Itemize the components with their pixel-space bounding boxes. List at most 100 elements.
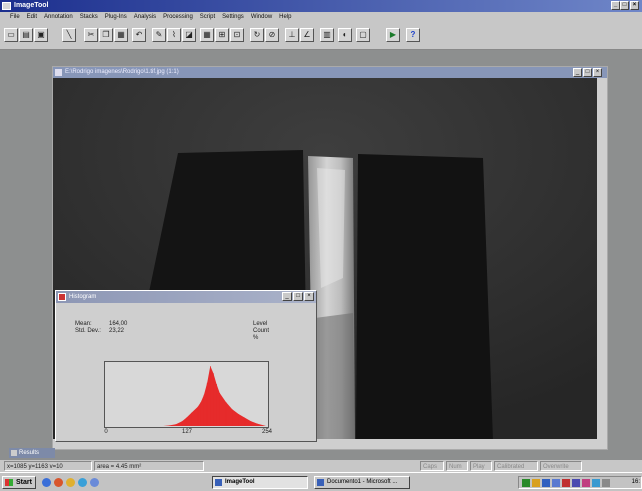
start-label: Start bbox=[16, 479, 32, 486]
menu-settings[interactable]: Settings bbox=[222, 14, 244, 20]
imagetool-app-window: ImageTool _ □ × File Edit Annotation Stacks… bbox=[0, 0, 642, 472]
brush-icon: ⌇ bbox=[172, 30, 176, 39]
rotate-button[interactable]: ↻ bbox=[250, 28, 264, 42]
fill-button[interactable]: ◪ bbox=[182, 28, 196, 42]
taskbar: Start ImageTool Documento1 - Microsoft .… bbox=[0, 472, 642, 491]
status-bar: x=1085 y=1163 v=10 area = 4.45 mm² Caps … bbox=[0, 460, 642, 472]
paste-button[interactable]: ▦ bbox=[114, 28, 128, 42]
image-window-titlebar[interactable]: E:\Rodrigo imagenes\Rodrigo\1.tif.jpg (1… bbox=[53, 67, 607, 78]
measured-area: area = 4.45 mm² bbox=[94, 461, 204, 471]
app-titlebar[interactable]: ImageTool _ □ × bbox=[0, 0, 642, 12]
contrast-button[interactable]: ◐ bbox=[338, 28, 352, 42]
media-icon[interactable] bbox=[54, 478, 63, 487]
calibrate-button[interactable]: ▢ bbox=[356, 28, 370, 42]
menu-stacks[interactable]: Stacks bbox=[79, 14, 98, 20]
crop-icon: ⊡ bbox=[233, 30, 241, 39]
menu-script[interactable]: Script bbox=[199, 14, 216, 20]
play-button[interactable]: ▶ bbox=[386, 28, 400, 42]
menu-processing[interactable]: Processing bbox=[163, 14, 193, 20]
menu-plug-ins[interactable]: Plug-Ins bbox=[104, 14, 127, 20]
grid-button[interactable]: ▦ bbox=[200, 28, 214, 42]
measure-icon: ⊥ bbox=[288, 30, 296, 39]
crop-button[interactable]: ⊡ bbox=[230, 28, 244, 42]
histogram-maximize-button[interactable]: □ bbox=[293, 292, 303, 301]
clock: 16: bbox=[631, 479, 640, 485]
tray-monitor-icon[interactable] bbox=[542, 479, 550, 487]
histogram-close-button[interactable]: × bbox=[304, 292, 314, 301]
contrast-icon: ◐ bbox=[342, 30, 348, 39]
zoom-button[interactable]: ⊞ bbox=[215, 28, 229, 42]
tray-messenger-icon[interactable] bbox=[582, 479, 590, 487]
rotate-icon: ↻ bbox=[253, 30, 261, 39]
cut-button[interactable]: ✂ bbox=[84, 28, 98, 42]
task-imagetool[interactable]: ImageTool bbox=[212, 476, 308, 489]
tray-sync-icon[interactable] bbox=[572, 479, 580, 487]
num-indicator: Num bbox=[446, 461, 468, 471]
x-tick-label-0: 0 bbox=[104, 429, 108, 435]
cut-icon: ✂ bbox=[87, 30, 95, 39]
help-button[interactable]: ? bbox=[406, 28, 420, 42]
system-tray: 16: bbox=[518, 476, 642, 489]
image-close-button[interactable]: × bbox=[593, 68, 602, 77]
histogram-minimize-button[interactable]: _ bbox=[282, 292, 292, 301]
image-vertical-scrollbar[interactable] bbox=[597, 78, 607, 441]
task-word-label: Documento1 - Microsoft ... bbox=[327, 479, 398, 485]
undo-button[interactable]: ↶ bbox=[132, 28, 146, 42]
menu-annotation[interactable]: Annotation bbox=[44, 14, 73, 20]
tray-volume-icon[interactable] bbox=[592, 479, 600, 487]
image-horizontal-scrollbar[interactable] bbox=[53, 439, 607, 449]
histogram-window[interactable]: Histogram _ □ × Mean: 164,00 Std. Dev.: … bbox=[55, 290, 317, 442]
open-button[interactable]: ▭ bbox=[4, 28, 18, 42]
tray-safely-remove-icon[interactable] bbox=[602, 479, 610, 487]
histogram-titlebar[interactable]: Histogram _ □ × bbox=[56, 291, 316, 303]
histogram-chart bbox=[107, 366, 266, 426]
copy-icon: ❐ bbox=[102, 30, 110, 39]
save-button[interactable]: ▤ bbox=[19, 28, 33, 42]
ie-icon[interactable] bbox=[42, 478, 51, 487]
close-button[interactable]: × bbox=[630, 1, 639, 10]
menu-help[interactable]: Help bbox=[279, 14, 292, 20]
start-button[interactable]: Start bbox=[2, 476, 36, 489]
app-icon bbox=[2, 2, 11, 10]
pencil-button[interactable]: ✎ bbox=[152, 28, 166, 42]
print-button[interactable]: ▣ bbox=[34, 28, 48, 42]
undo-icon: ↶ bbox=[135, 30, 143, 39]
menu-analysis[interactable]: Analysis bbox=[133, 14, 157, 20]
word-task-icon bbox=[317, 479, 324, 486]
menu-bar: File Edit Annotation Stacks Plug-Ins Analysis… bbox=[0, 12, 642, 22]
menu-window[interactable]: Window bbox=[250, 14, 273, 20]
angle-button[interactable]: ∠ bbox=[300, 28, 314, 42]
histogram-plot[interactable] bbox=[104, 361, 269, 428]
tray-alert-icon[interactable] bbox=[532, 479, 540, 487]
image-maximize-button[interactable]: □ bbox=[583, 68, 592, 77]
zoom-icon: ⊞ bbox=[218, 30, 226, 39]
play-icon: ▶ bbox=[389, 30, 397, 39]
maximize-button[interactable]: □ bbox=[620, 1, 629, 10]
level-label: Level bbox=[253, 321, 268, 327]
outlook-icon[interactable] bbox=[78, 478, 87, 487]
line-tool-button[interactable]: ╲ bbox=[62, 28, 76, 42]
brush-button[interactable]: ⌇ bbox=[167, 28, 181, 42]
stddev-value: 23,22 bbox=[109, 328, 125, 334]
menu-file[interactable]: File bbox=[10, 14, 20, 20]
minimize-button[interactable]: _ bbox=[611, 1, 620, 10]
copy-button[interactable]: ❐ bbox=[99, 28, 113, 42]
percent-label: % bbox=[253, 335, 259, 341]
results-window-minimized[interactable]: Results bbox=[9, 448, 55, 458]
task-word-document[interactable]: Documento1 - Microsoft ... bbox=[314, 476, 410, 489]
tray-printer-icon[interactable] bbox=[552, 479, 560, 487]
histogram-button[interactable]: ▥ bbox=[320, 28, 334, 42]
eyedropper-button[interactable]: ⊘ bbox=[265, 28, 279, 42]
menu-edit[interactable]: Edit bbox=[26, 14, 38, 20]
measure-button[interactable]: ⊥ bbox=[285, 28, 299, 42]
eyedropper-icon: ⊘ bbox=[268, 30, 276, 39]
toolbar: ▭ ▤ ▣ ╲ ✂ ❐ ▦ ↶ ✎ ⌇ ◪ ▦ ⊞ ⊡ ↻ ⊘ ⊥ ∠ ▥ ◐ ▢ ▶? bbox=[0, 22, 642, 50]
folder-icon[interactable] bbox=[66, 478, 75, 487]
cursor-coordinates: x=1085 y=1163 v=10 bbox=[4, 461, 92, 471]
desktop-icon[interactable] bbox=[90, 478, 99, 487]
open-icon: ▭ bbox=[7, 30, 15, 39]
help-icon: ? bbox=[410, 30, 416, 39]
image-minimize-button[interactable]: _ bbox=[573, 68, 582, 77]
tray-network-icon[interactable] bbox=[522, 479, 530, 487]
tray-antivirus-icon[interactable] bbox=[562, 479, 570, 487]
